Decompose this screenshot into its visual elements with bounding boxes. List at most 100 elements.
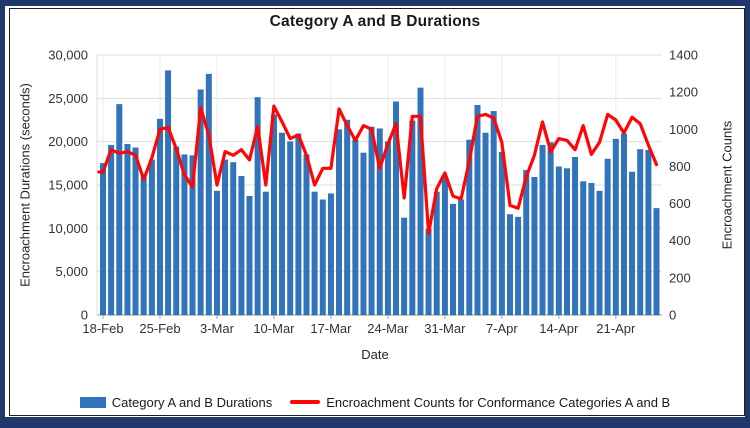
bar	[214, 190, 220, 316]
bar	[580, 181, 587, 316]
x-tick-label: 14-Apr	[539, 321, 579, 336]
y-left-tick-label: 15,000	[48, 178, 88, 193]
x-tick-label: 18-Feb	[82, 321, 123, 336]
y-right-tick-label: 800	[669, 159, 691, 174]
bar	[507, 214, 513, 316]
bar	[108, 144, 115, 316]
bar	[384, 141, 391, 316]
y-left-tick-label: 30,000	[48, 48, 88, 63]
bar	[466, 139, 473, 316]
x-tick-label: 7-Apr	[486, 321, 518, 336]
bar	[417, 87, 424, 316]
bar	[645, 150, 652, 316]
bar	[222, 159, 229, 316]
bar	[148, 159, 155, 316]
bar	[311, 191, 318, 316]
bar	[564, 168, 570, 316]
bar	[604, 158, 611, 316]
bar	[523, 170, 530, 316]
y-right-tick-label: 1000	[669, 122, 698, 137]
y-right-tick-label: 200	[669, 270, 691, 285]
count-line	[97, 104, 659, 235]
bar	[295, 133, 302, 316]
bar	[344, 119, 351, 316]
bar	[254, 97, 261, 316]
y-left-tick-label: 10,000	[48, 221, 88, 236]
bar	[173, 146, 180, 316]
y-right-tick-label: 0	[669, 308, 676, 323]
y-right-tick-label: 400	[669, 233, 691, 248]
legend-line-label: Encroachment Counts for Conformance Cate…	[326, 394, 671, 410]
x-tick-label: 31-Mar	[424, 321, 466, 336]
bar	[620, 133, 627, 316]
bar	[653, 208, 660, 316]
bar	[165, 70, 172, 316]
bar	[279, 132, 286, 316]
bar	[352, 139, 359, 316]
bar	[246, 196, 253, 316]
bar	[433, 191, 440, 316]
bar	[303, 154, 310, 316]
legend: Category A and B Durations Encroachment …	[0, 392, 750, 412]
bar	[197, 89, 204, 316]
bar	[270, 114, 277, 316]
x-tick-label: 25-Feb	[139, 321, 180, 336]
y-left-tick-label: 0	[81, 308, 88, 323]
bar	[474, 105, 481, 316]
bar	[336, 129, 343, 316]
right-axis-title: Encroachment Counts	[719, 120, 735, 250]
y-right-tick-label: 1200	[669, 85, 698, 100]
bar	[205, 73, 212, 316]
x-tick-label: 10-Mar	[253, 321, 295, 336]
x-tick-label: 3-Mar	[200, 321, 235, 336]
bar	[458, 199, 465, 316]
bar	[189, 155, 196, 316]
bar	[157, 118, 163, 316]
bar	[629, 171, 636, 316]
x-axis-title: Date	[361, 347, 389, 362]
bar	[555, 166, 562, 316]
bar	[238, 176, 245, 316]
bar	[124, 144, 131, 316]
bar	[327, 193, 334, 316]
bar	[441, 176, 448, 316]
bar	[531, 176, 538, 316]
bar	[637, 149, 644, 316]
bar	[596, 190, 603, 316]
bar	[393, 101, 399, 316]
bar	[132, 147, 139, 316]
x-tick-label: 17-Mar	[310, 321, 352, 336]
y-left-tick-label: 5,000	[55, 264, 88, 279]
chart-title: Category A and B Durations	[269, 13, 481, 30]
bar	[360, 152, 367, 316]
y-right-tick-label: 600	[669, 196, 691, 211]
bar	[368, 126, 375, 316]
bar	[181, 154, 188, 316]
bar	[547, 142, 554, 316]
x-tick-label: 21-Apr	[596, 321, 636, 336]
bar	[376, 128, 383, 316]
bar	[262, 191, 269, 316]
bar	[539, 144, 546, 316]
bar	[319, 199, 326, 316]
bar	[450, 203, 456, 316]
y-right-tick-label: 1400	[669, 48, 698, 63]
bar	[588, 183, 595, 316]
bar	[482, 132, 489, 316]
bar	[230, 162, 237, 316]
x-tick-label: 24-Mar	[367, 321, 409, 336]
legend-bar-label: Category A and B Durations	[111, 394, 273, 410]
legend-line-swatch	[290, 400, 321, 404]
y-left-tick-label: 25,000	[48, 91, 88, 106]
bar	[140, 174, 147, 316]
bar	[401, 217, 408, 316]
bar	[287, 141, 294, 316]
bar	[425, 228, 432, 316]
legend-bar-swatch	[79, 396, 106, 408]
bar	[490, 111, 497, 316]
left-axis-title: Encroachment Durations (seconds)	[17, 83, 33, 287]
bar	[116, 104, 123, 316]
bar	[572, 157, 579, 316]
